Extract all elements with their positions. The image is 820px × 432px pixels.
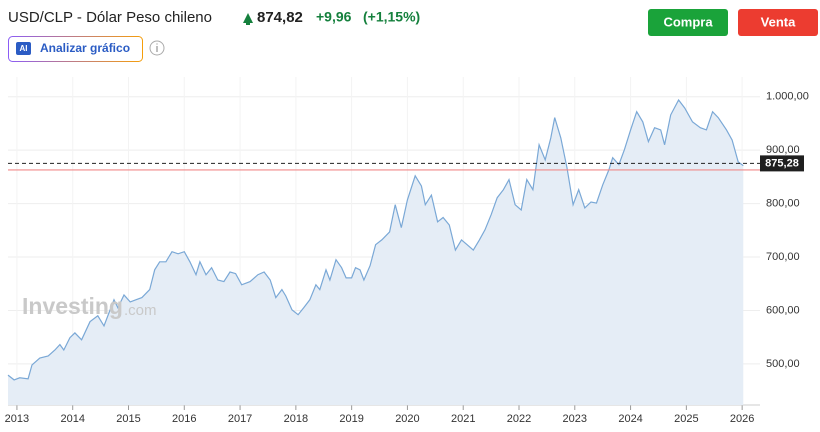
y-tick-label: 1.000,00 <box>766 91 809 103</box>
info-icon[interactable] <box>149 40 165 56</box>
y-tick-label: 700,00 <box>766 251 800 263</box>
x-tick-label: 2015 <box>116 413 140 425</box>
analyze-label[interactable]: Analizar gráfico <box>40 41 130 55</box>
area-fill <box>8 100 744 405</box>
ai-badge-text: AI <box>20 44 28 53</box>
y-tick-label: 800,00 <box>766 198 800 210</box>
current-price-label: 875,28 <box>765 157 799 169</box>
x-tick-label: 2019 <box>339 413 363 425</box>
symbol-name: USD/CLP - Dólar Peso chileno <box>8 9 212 26</box>
buy-label[interactable]: Compra <box>663 14 713 29</box>
sell-label[interactable]: Venta <box>761 14 796 29</box>
price-line <box>7 98 744 381</box>
x-tick-label: 2023 <box>563 413 587 425</box>
x-tick-label: 2022 <box>507 413 531 425</box>
y-tick-label: 500,00 <box>766 358 800 370</box>
x-tick-label: 2013 <box>5 413 29 425</box>
x-tick-label: 2018 <box>284 413 308 425</box>
x-tick-label: 2024 <box>618 413 642 425</box>
x-tick-label: 2020 <box>395 413 419 425</box>
current-price-box <box>760 155 804 172</box>
buy-button[interactable] <box>648 9 728 36</box>
y-tick-label: 600,00 <box>766 304 800 316</box>
x-tick-label: 2017 <box>228 413 252 425</box>
price: 874,82 <box>257 9 303 26</box>
x-tick-label: 2025 <box>674 413 698 425</box>
watermark-brand: Investing <box>22 293 123 319</box>
y-tick-label: 900,00 <box>766 144 800 156</box>
x-tick-label: 2026 <box>730 413 754 425</box>
x-tick-label: 2016 <box>172 413 196 425</box>
x-tick-label: 2014 <box>60 413 84 425</box>
watermark-suffix: .com <box>124 302 157 319</box>
change: +9,96 <box>316 9 352 25</box>
plot: 500,00 600,00 700,00 800,00 900,00 1.000,00 20… <box>5 77 809 425</box>
ai-badge <box>16 42 31 55</box>
analyze-button[interactable] <box>8 36 143 62</box>
up-arrow <box>243 13 253 25</box>
sell-button[interactable] <box>738 9 818 36</box>
x-tick-label: 2021 <box>451 413 475 425</box>
change-pct: (+1,15%) <box>363 9 420 25</box>
